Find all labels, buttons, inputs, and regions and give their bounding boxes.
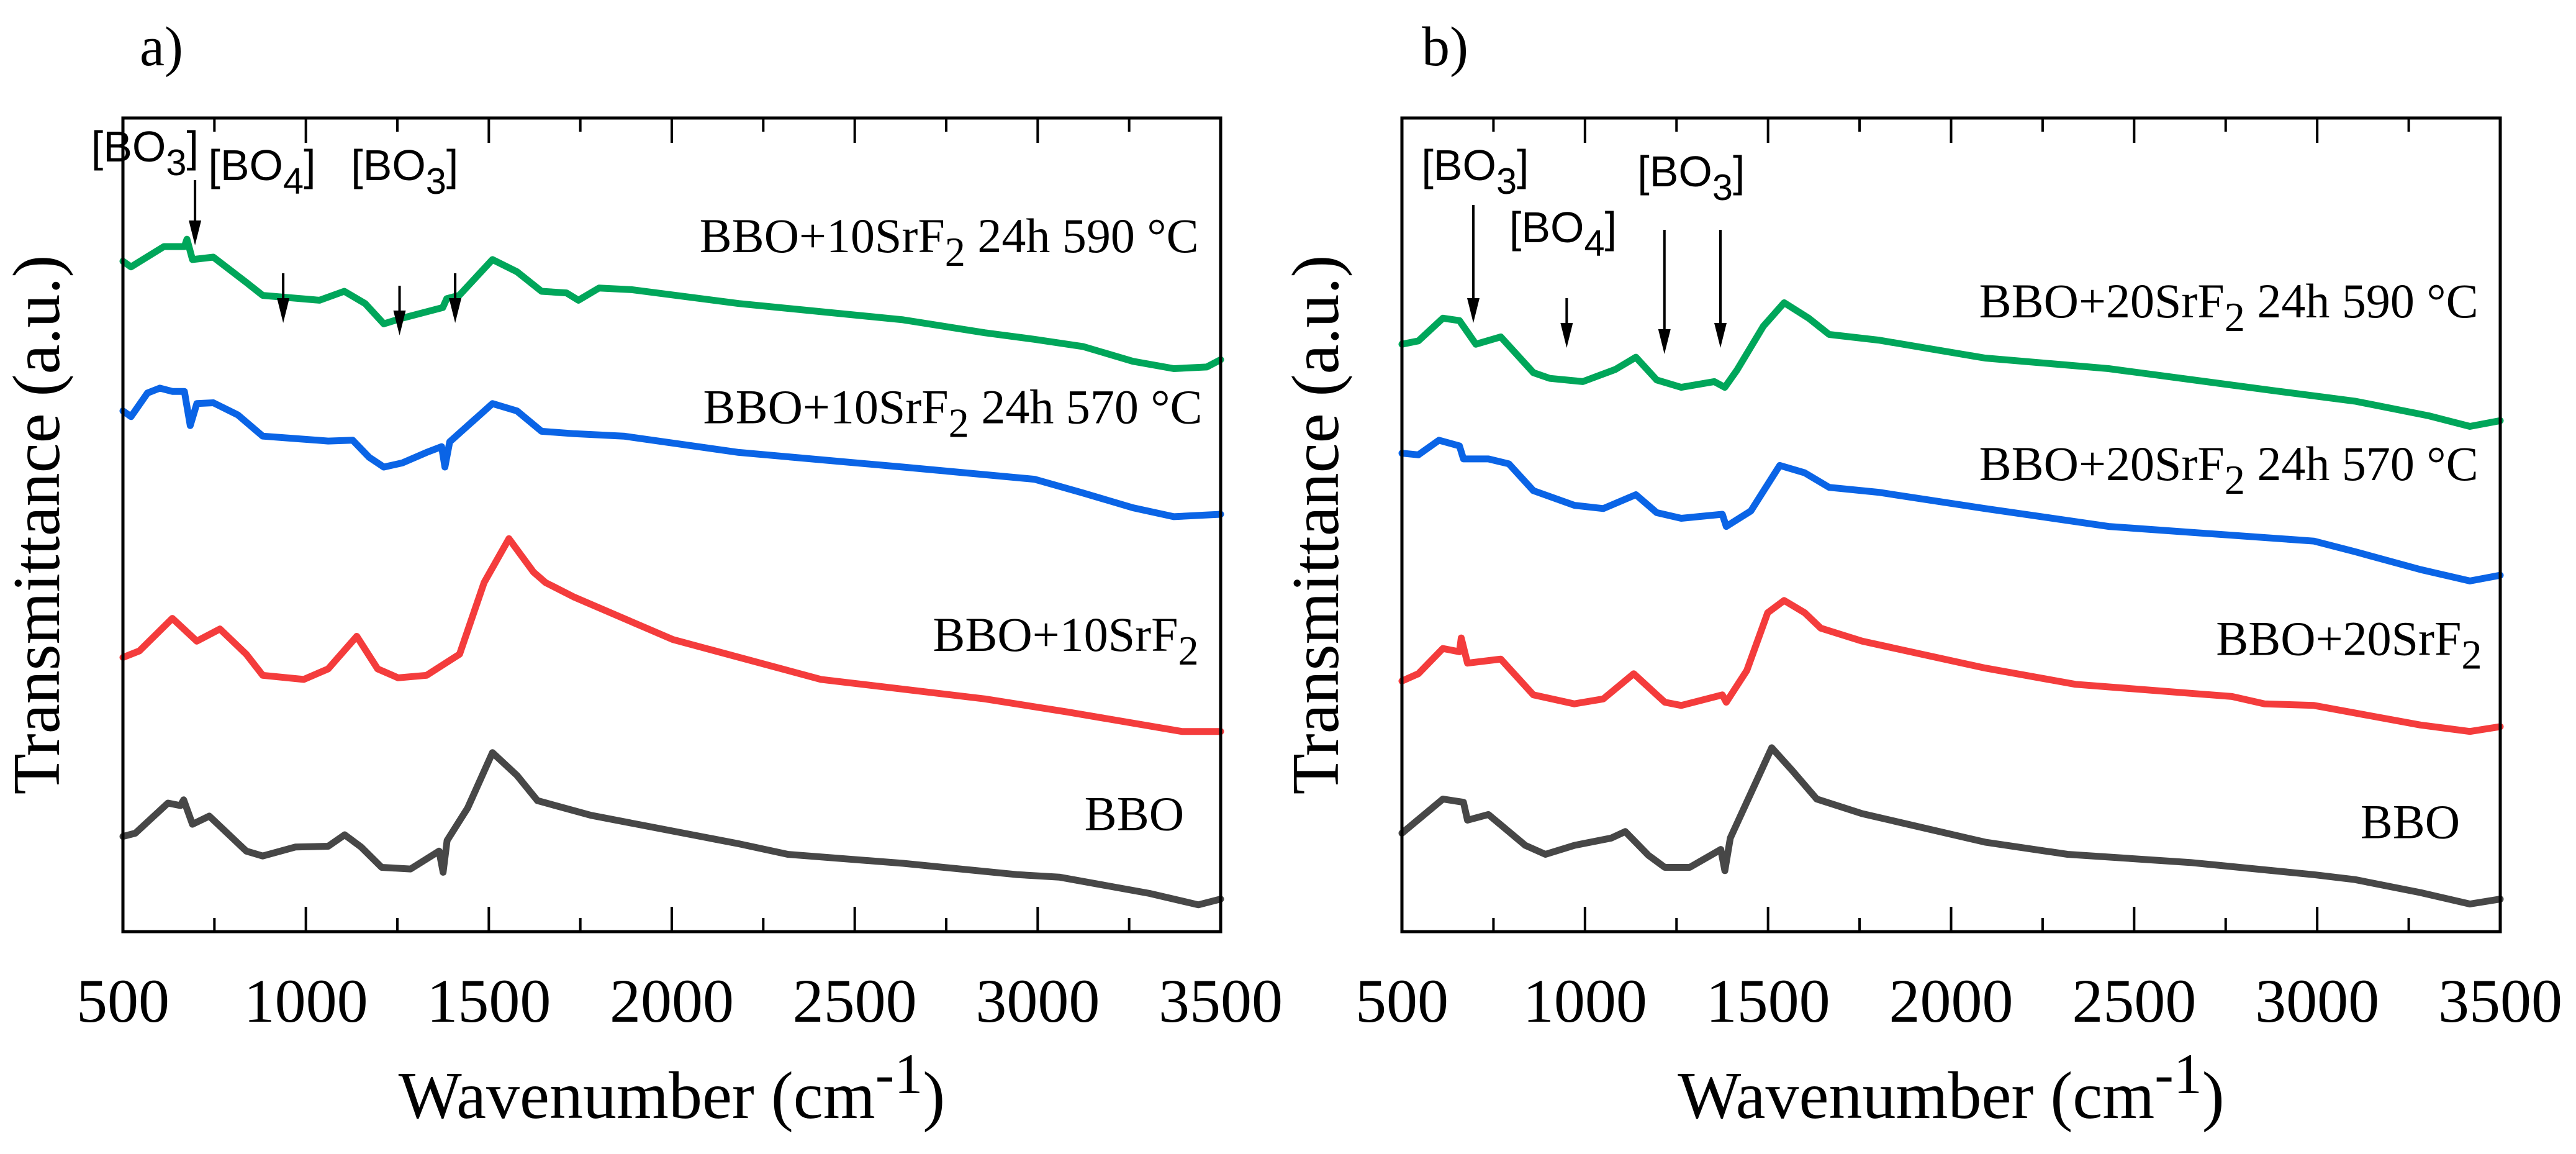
series-line-2 xyxy=(119,535,1224,735)
series-label-1-main: BBO+10SrF xyxy=(703,379,949,434)
x-axis-label-main: Wavenumber (cm xyxy=(399,1059,875,1133)
annotation-label: [BO4] xyxy=(208,141,315,202)
x-tick-label: 2500 xyxy=(793,966,917,1035)
arrow-head-icon xyxy=(189,220,202,245)
x-tick-label: 2000 xyxy=(1889,966,2013,1035)
x-axis-label-end: ) xyxy=(923,1059,945,1133)
annotation-label: [BO3] xyxy=(91,122,199,183)
x-tick-label: 1000 xyxy=(244,966,368,1035)
series-label-1-sub: 2 xyxy=(949,401,969,446)
annotation-label: [BO3] xyxy=(1421,141,1529,202)
series-label-2: BBO+20SrF2 xyxy=(2216,612,2482,678)
annotation-label-end: ] xyxy=(1517,141,1529,189)
annotation-label-main: [BO xyxy=(1421,141,1496,189)
series-label-0-main: BBO+10SrF xyxy=(700,209,945,263)
arrow-head-icon xyxy=(1658,329,1671,354)
series-line-2 xyxy=(1398,597,2504,735)
series-label-0: BBO+10SrF2 24h 590 °C xyxy=(700,209,1199,275)
arrow-head-icon xyxy=(449,298,462,323)
annotation-label: [BO3] xyxy=(351,141,458,202)
series-line-3 xyxy=(1398,744,2504,907)
annotation-label: [BO4] xyxy=(1509,203,1617,264)
x-tick-label: 500 xyxy=(1355,966,1448,1035)
x-axis-label-sup: -1 xyxy=(2154,1042,2202,1106)
annotation-label: [BO3] xyxy=(1637,147,1745,208)
annotation-label-main: [BO xyxy=(1637,147,1712,196)
x-tick-label: 1500 xyxy=(1706,966,1830,1035)
series-label-3: BBO xyxy=(1085,786,1184,840)
series-label-0-main: BBO+20SrF xyxy=(1979,274,2225,328)
x-tick-label: 3000 xyxy=(975,966,1100,1035)
series-line-3 xyxy=(119,749,1224,909)
series-label-1-end: 24h 570 °C xyxy=(2245,437,2479,491)
x-axis-label-main: Wavenumber (cm xyxy=(1678,1059,2154,1133)
annotation-label-main: [BO xyxy=(351,141,426,189)
y-axis-label: Transmittance (a.u.) xyxy=(1279,255,1353,795)
series-label-0-end: 24h 590 °C xyxy=(965,209,1199,263)
series-label-2-main: BBO+10SrF xyxy=(933,607,1178,661)
series-label-2-sub: 2 xyxy=(2461,633,2482,678)
annotation-label-sub: 3 xyxy=(1712,166,1733,208)
x-tick-label: 2500 xyxy=(2072,966,2196,1035)
x-axis-label-end: ) xyxy=(2202,1059,2225,1133)
annotation-label-main: [BO xyxy=(1509,203,1584,252)
x-tick-label: 1000 xyxy=(1523,966,1647,1035)
series-line-0 xyxy=(119,235,1224,372)
series-label-3-main: BBO xyxy=(2361,794,2460,848)
series-label-1: BBO+10SrF2 24h 570 °C xyxy=(703,379,1203,446)
series-line-1 xyxy=(119,384,1224,520)
y-axis-label: Transmittance (a.u.) xyxy=(0,255,74,795)
annotation-label-sub: 3 xyxy=(166,142,186,183)
x-tick-label: 500 xyxy=(76,966,169,1035)
annotation-label-end: ] xyxy=(186,122,198,171)
annotation-label-main: [BO xyxy=(208,141,283,189)
series-label-3: BBO xyxy=(2361,794,2460,848)
annotation-label-sub: 4 xyxy=(1584,222,1604,264)
arrow-head-icon xyxy=(1467,298,1480,323)
annotation-label-main: [BO xyxy=(91,122,166,171)
x-axis-label: Wavenumber (cm-1) xyxy=(399,1042,945,1133)
series-label-2-sub: 2 xyxy=(1178,629,1198,674)
series-label-0-sub: 2 xyxy=(2225,295,2245,340)
annotation-label-end: ] xyxy=(1605,203,1617,252)
x-tick-label: 2000 xyxy=(610,966,734,1035)
series-label-1-sub: 2 xyxy=(2225,458,2245,503)
arrow-head-icon xyxy=(277,298,290,323)
series-label-2-main: BBO+20SrF xyxy=(2216,612,2461,666)
series-label-2: BBO+10SrF2 xyxy=(933,607,1198,674)
series-label-3-main: BBO xyxy=(1085,786,1184,840)
series-line-0 xyxy=(1398,299,2504,430)
x-tick-label: 1500 xyxy=(427,966,551,1035)
series-label-0-end: 24h 590 °C xyxy=(2245,274,2479,328)
x-axis-label: Wavenumber (cm-1) xyxy=(1678,1042,2224,1133)
series-label-1-end: 24h 570 °C xyxy=(969,379,1203,434)
annotation-label-end: ] xyxy=(304,141,315,189)
annotation-label-sub: 3 xyxy=(1496,160,1517,202)
series-label-1: BBO+20SrF2 24h 570 °C xyxy=(1979,437,2479,503)
x-tick-label: 3500 xyxy=(2438,966,2562,1035)
x-tick-label: 3500 xyxy=(1159,966,1283,1035)
x-axis-label-sup: -1 xyxy=(875,1042,923,1106)
arrow-head-icon xyxy=(1560,323,1573,348)
annotation-label-sub: 3 xyxy=(426,160,446,202)
series-label-1-main: BBO+20SrF xyxy=(1979,437,2225,491)
series-line-1 xyxy=(1398,437,2504,584)
arrow-head-icon xyxy=(393,311,406,335)
annotation-label-sub: 4 xyxy=(283,160,304,202)
annotation-label-end: ] xyxy=(446,141,458,189)
series-label-0-sub: 2 xyxy=(945,230,965,275)
arrow-head-icon xyxy=(1714,323,1727,348)
panel-label: a) xyxy=(140,16,183,78)
annotation-label-end: ] xyxy=(1733,147,1745,196)
panel-label: b) xyxy=(1422,16,1468,78)
series-label-0: BBO+20SrF2 24h 590 °C xyxy=(1979,274,2479,340)
x-tick-label: 3000 xyxy=(2255,966,2379,1035)
